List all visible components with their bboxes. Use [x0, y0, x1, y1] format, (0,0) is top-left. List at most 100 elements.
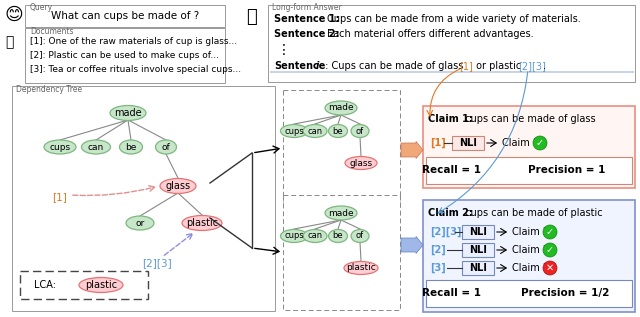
Text: [3]: [3] — [430, 263, 445, 273]
Text: Claim 2: Claim 2 — [512, 263, 549, 273]
Ellipse shape — [325, 206, 357, 220]
Bar — [268, 5, 635, 82]
Text: [2][3]: [2][3] — [518, 61, 546, 71]
Ellipse shape — [160, 178, 196, 193]
Text: ⋮: ⋮ — [277, 43, 291, 57]
Text: Claim 1:: Claim 1: — [428, 114, 473, 124]
Ellipse shape — [44, 140, 76, 154]
Text: or plastic: or plastic — [473, 61, 521, 71]
Text: can: can — [88, 143, 104, 152]
Circle shape — [543, 243, 557, 257]
Text: cups: cups — [284, 126, 304, 135]
Text: made: made — [114, 108, 142, 118]
Text: 😊: 😊 — [5, 6, 24, 24]
Text: i: i — [316, 61, 319, 71]
Text: [2]: [2] — [430, 245, 445, 255]
Text: NLI: NLI — [459, 138, 477, 148]
Ellipse shape — [79, 277, 123, 293]
Text: .: . — [543, 61, 546, 71]
Text: What can cups be made of ?: What can cups be made of ? — [51, 11, 199, 21]
Text: cups can be made of plastic: cups can be made of plastic — [462, 208, 603, 218]
Ellipse shape — [110, 106, 146, 120]
Text: ✓: ✓ — [546, 245, 554, 255]
Text: NLI: NLI — [469, 227, 487, 237]
Text: Claim 2:: Claim 2: — [428, 208, 473, 218]
Text: [2][3]: [2][3] — [430, 227, 461, 237]
Text: Dependency Tree: Dependency Tree — [16, 85, 82, 94]
FancyArrow shape — [401, 236, 423, 254]
Text: LCA:: LCA: — [34, 280, 56, 290]
Bar — [423, 106, 635, 188]
Text: Recall = 1: Recall = 1 — [422, 288, 481, 298]
Text: ✓: ✓ — [536, 138, 544, 148]
Text: Claim 2: Claim 2 — [512, 245, 549, 255]
Bar — [283, 195, 400, 310]
Text: Precision = 1: Precision = 1 — [528, 165, 605, 175]
Bar — [423, 200, 635, 312]
Ellipse shape — [126, 216, 154, 230]
Bar — [462, 243, 494, 257]
Text: of: of — [356, 126, 364, 135]
Bar — [452, 136, 484, 150]
Ellipse shape — [303, 230, 327, 243]
Text: Claim 2: Claim 2 — [512, 227, 549, 237]
Bar — [270, 71, 634, 73]
Ellipse shape — [325, 101, 357, 115]
Text: be: be — [333, 126, 343, 135]
Text: cups: cups — [49, 143, 70, 152]
Circle shape — [543, 261, 557, 275]
Text: plastic: plastic — [346, 263, 376, 273]
Text: NLI: NLI — [469, 263, 487, 273]
Bar — [462, 225, 494, 239]
Text: plastic: plastic — [85, 280, 117, 290]
Text: of: of — [162, 143, 170, 152]
Text: [1]: [1] — [430, 138, 445, 148]
FancyArrow shape — [401, 141, 423, 158]
Text: of: of — [356, 231, 364, 241]
Text: [3]: Tea or coffee rituals involve special cups...: [3]: Tea or coffee rituals involve speci… — [30, 64, 241, 74]
Ellipse shape — [328, 230, 348, 243]
Text: can: can — [307, 231, 323, 241]
Ellipse shape — [344, 262, 378, 275]
Bar — [25, 5, 225, 27]
Bar — [462, 261, 494, 275]
Text: be: be — [125, 143, 137, 152]
Text: or: or — [136, 218, 145, 228]
Ellipse shape — [351, 125, 369, 138]
Text: be: be — [333, 231, 343, 241]
Text: ✓: ✓ — [546, 227, 554, 237]
Text: [2][3]: [2][3] — [142, 258, 172, 268]
Bar — [20, 271, 148, 299]
Bar — [426, 157, 632, 184]
Text: glass: glass — [349, 158, 372, 167]
Text: 🤖: 🤖 — [246, 8, 257, 26]
Text: : Cups can be made of glass: : Cups can be made of glass — [322, 61, 463, 71]
Text: made: made — [328, 209, 354, 217]
Text: Cups can be made from a wide variety of materials.: Cups can be made from a wide variety of … — [327, 14, 580, 24]
Ellipse shape — [303, 125, 327, 138]
Text: Sentence 1:: Sentence 1: — [274, 14, 339, 24]
Text: ✕: ✕ — [546, 263, 554, 273]
Text: Claim 1: Claim 1 — [502, 138, 539, 148]
Ellipse shape — [182, 216, 222, 230]
Text: Recall = 1: Recall = 1 — [422, 165, 481, 175]
Text: [1]: [1] — [52, 192, 67, 202]
Bar — [12, 86, 275, 311]
Ellipse shape — [351, 230, 369, 243]
Text: Precision = 1/2: Precision = 1/2 — [521, 288, 609, 298]
Text: cups: cups — [284, 231, 304, 241]
Text: Each material offers different advantages.: Each material offers different advantage… — [327, 29, 534, 39]
Ellipse shape — [156, 140, 177, 154]
Ellipse shape — [120, 140, 143, 154]
Text: Sentence 2:: Sentence 2: — [274, 29, 339, 39]
Text: glass: glass — [165, 181, 191, 191]
Text: Long-form Answer: Long-form Answer — [272, 3, 342, 12]
Ellipse shape — [81, 140, 111, 154]
Bar — [283, 90, 400, 205]
Text: can: can — [307, 126, 323, 135]
Bar — [25, 28, 225, 83]
Ellipse shape — [280, 230, 307, 243]
Text: made: made — [328, 103, 354, 113]
Ellipse shape — [280, 125, 307, 138]
Circle shape — [533, 136, 547, 150]
